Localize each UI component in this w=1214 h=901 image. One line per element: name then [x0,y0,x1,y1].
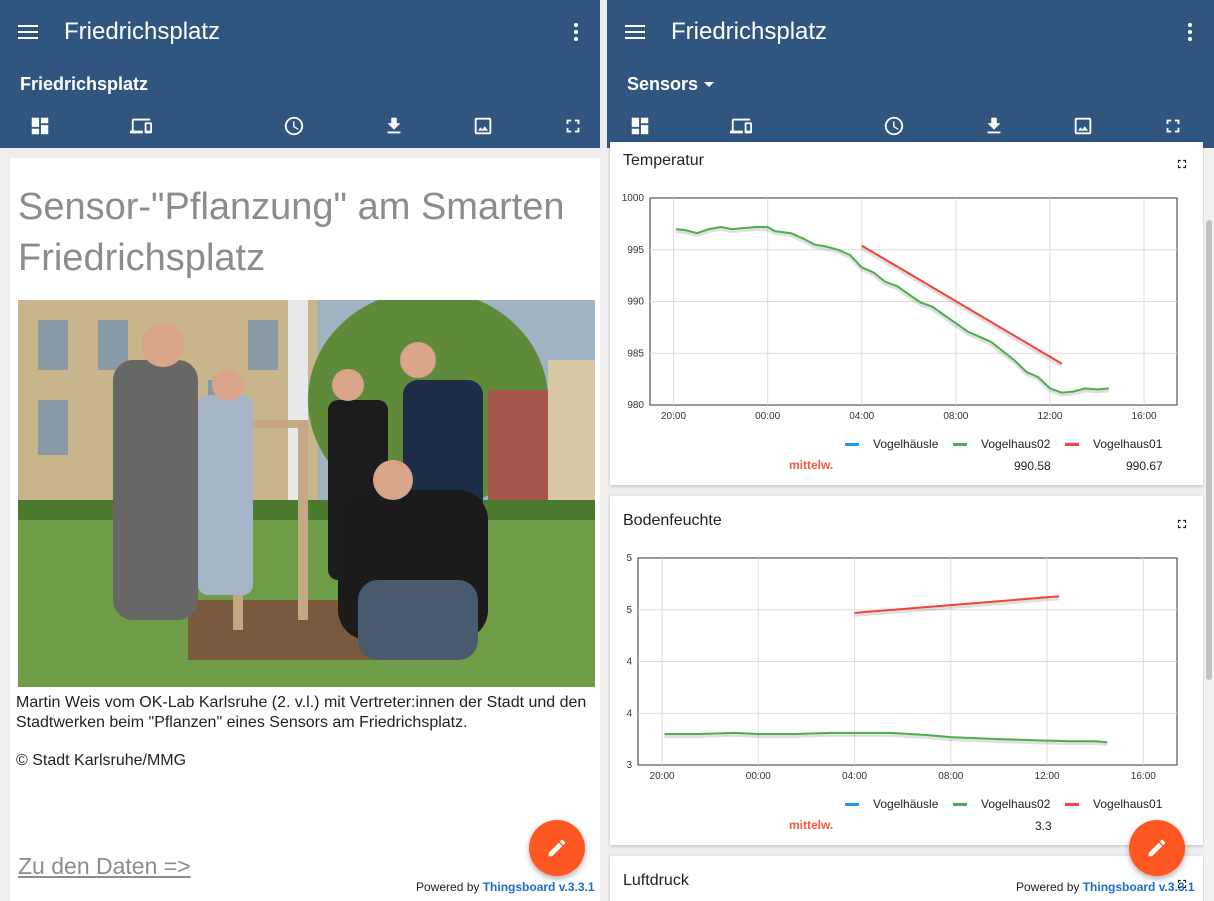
expand-icon[interactable] [1175,517,1189,531]
dashboards-icon[interactable] [28,114,52,138]
data-link[interactable]: Zu den Daten => [18,853,191,879]
series-shadow [664,732,1108,747]
pencil-icon [1148,839,1166,857]
y-tick-label: 5 [626,605,632,616]
export-image-icon[interactable] [1071,114,1095,138]
pencil-icon [548,839,566,857]
fullscreen-icon[interactable] [561,114,585,138]
x-tick-label: 16:00 [1132,411,1157,422]
scrollbar[interactable] [1204,148,1214,901]
x-tick-label: 00:00 [755,411,780,422]
expand-icon[interactable] [1175,877,1189,891]
x-tick-label: 12:00 [1035,771,1060,782]
x-tick-label: 08:00 [938,771,963,782]
soil-moisture-widget: Bodenfeuchte 3 4 4 5 5 20:00 00:00 04:00 08:00 12… [610,496,1203,845]
chart-legend: Vogelhäusle Vogelhaus02 Vogelhaus01 [610,797,1203,813]
thingsboard-link[interactable]: Thingsboard v.3.3.1 [1082,880,1195,894]
air-pressure-widget: Luftdruck [610,856,1203,901]
left-dashboard: Friedrichsplatz Friedrichsplatz Sensor-"… [0,0,600,901]
x-tick-label: 16:00 [1131,771,1156,782]
widget-title: Bodenfeuchte [623,512,722,529]
app-title: Friedrichsplatz [671,18,828,45]
legend-item[interactable]: Vogelhaus01 [1065,437,1162,451]
chart-legend: Vogelhäusle Vogelhaus02 Vogelhaus01 [610,437,1203,453]
series-line-Vogelhaus02 [675,225,1109,394]
series-shadow [854,596,1060,617]
more-vert-icon[interactable] [574,23,578,41]
x-tick-label: 08:00 [943,411,968,422]
y-tick-label: 990 [627,297,644,308]
y-tick-label: 5 [626,553,632,564]
series-line-Vogelhaus01 [861,244,1063,365]
legend-item[interactable]: Vogelhäusle [845,797,938,811]
more-vert-icon[interactable] [1188,23,1192,41]
edit-fab-button[interactable] [529,820,585,876]
avg-value: 990.58 [1014,459,1051,473]
widget-title: Temperatur [623,152,704,169]
devices-icon[interactable] [129,114,153,138]
x-tick-label: 00:00 [746,771,771,782]
top-toolbar: Friedrichsplatz Friedrichsplatz [0,0,600,148]
article-photo [18,300,595,687]
avg-label: mittelw. [789,458,834,472]
series-shadow [675,226,1109,397]
series-line-Vogelhaus02 [664,731,1108,744]
y-tick-label: 4 [626,657,632,668]
article-headline: Sensor-"Pflanzung" am Smarten Friedrichs… [18,186,565,279]
y-tick-label: 980 [627,400,644,411]
temperature-widget: Temperatur 980 985 990 995 1000 20:00 00:00 04:… [610,142,1203,485]
widget-title: Luftdruck [623,872,689,889]
download-icon[interactable] [382,114,406,138]
legend-item[interactable]: Vogelhaus02 [953,437,1050,451]
menu-icon[interactable] [625,25,645,39]
right-dashboard: Friedrichsplatz Sensors Temperatur 980 98… [607,0,1214,901]
x-tick-label: 20:00 [650,771,675,782]
app-title: Friedrichsplatz [64,18,221,45]
menu-icon[interactable] [18,25,38,39]
thingsboard-link[interactable]: Thingsboard v.3.3.1 [482,880,595,894]
caret-down-icon [704,81,715,87]
y-tick-label: 3 [626,760,632,771]
article-card: Sensor-"Pflanzung" am Smarten Friedrichs… [10,158,600,901]
y-tick-label: 995 [627,245,644,256]
devices-icon[interactable] [729,114,753,138]
edit-fab-button[interactable] [1129,820,1185,876]
avg-value: 990.67 [1126,459,1163,473]
photo-copyright: © Stadt Karlsruhe/MMG [16,752,187,769]
expand-icon[interactable] [1175,157,1189,171]
x-tick-label: 04:00 [842,771,867,782]
avg-value: 3.3 [1035,819,1052,833]
powered-by: Powered by Thingsboard v.3.3.1 [1016,880,1195,894]
x-tick-label: 12:00 [1037,411,1062,422]
fullscreen-icon[interactable] [1161,114,1185,138]
scrollbar-thumb[interactable] [1206,220,1212,680]
y-tick-label: 985 [627,348,644,359]
legend-item[interactable]: Vogelhäusle [845,437,938,451]
legend-item[interactable]: Vogelhaus01 [1065,797,1162,811]
export-image-icon[interactable] [471,114,495,138]
avg-label: mittelw. [789,818,834,832]
x-tick-label: 20:00 [661,411,686,422]
state-title: Friedrichsplatz [20,73,149,94]
powered-by: Powered by Thingsboard v.3.3.1 [416,880,595,894]
series-shadow [860,245,1063,368]
top-toolbar: Friedrichsplatz Sensors [607,0,1214,148]
legend-item[interactable]: Vogelhaus02 [953,797,1050,811]
state-select[interactable]: Sensors [607,64,1214,104]
y-tick-label: 1000 [622,193,645,204]
x-tick-label: 04:00 [849,411,874,422]
history-icon[interactable] [282,114,306,138]
download-icon[interactable] [982,114,1006,138]
y-tick-label: 4 [626,708,632,719]
temperature-chart: 980 985 990 995 1000 20:00 00:00 04:00 08:00 12:0… [622,193,1178,422]
history-icon[interactable] [882,114,906,138]
series-line-Vogelhaus01 [854,595,1060,614]
dashboards-icon[interactable] [628,114,652,138]
photo-caption: Martin Weis vom OK-Lab Karlsruhe (2. v.l… [16,694,587,731]
soil-moisture-chart: 3 4 4 5 5 20:00 00:00 04:00 08:00 12:00 16:00 [626,553,1178,782]
